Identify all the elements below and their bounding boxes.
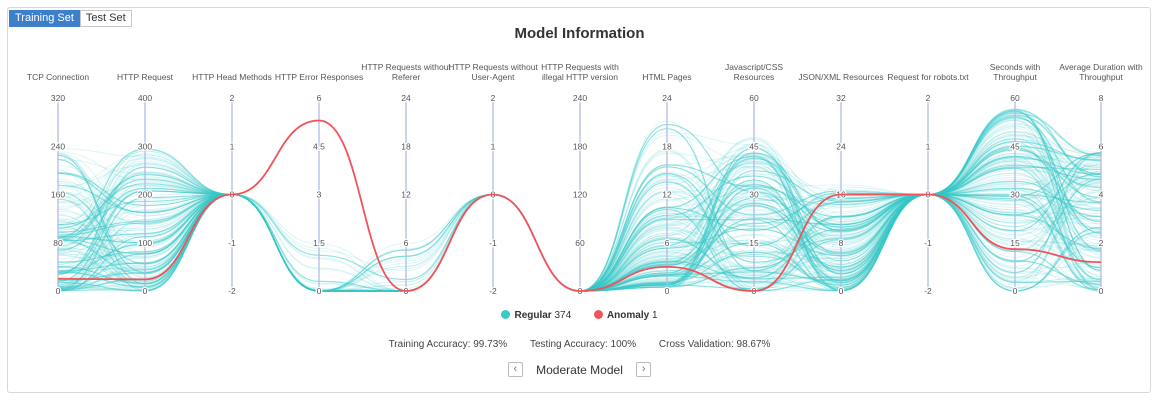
tick-label: 24: [401, 93, 411, 103]
tick-label: 320: [51, 93, 65, 103]
tick-label: -1: [489, 238, 497, 248]
legend: Regular 374 Anomaly 1: [0, 310, 1159, 321]
chart-title: Model Information: [514, 25, 645, 42]
tick-label: 18: [401, 141, 411, 151]
dataset-tabs: Training Set Test Set: [9, 10, 132, 27]
chevron-right-icon: ›: [641, 363, 646, 376]
axis-label: HTTP Error Responses: [274, 72, 364, 82]
tick-label: 0: [1099, 286, 1104, 296]
tick-label: 80: [53, 238, 63, 248]
prev-model-button[interactable]: ‹: [507, 362, 523, 378]
accuracy-stats: Training Accuracy: 99.73% Testing Accura…: [0, 339, 1159, 350]
chevron-left-icon: ‹: [513, 363, 518, 376]
tick-label: 60: [749, 93, 759, 103]
tick-label: 4: [1099, 190, 1104, 200]
tick-label: 30: [1010, 190, 1020, 200]
axes: 3202401608004003002001000210-1-264.531.5…: [50, 92, 1105, 298]
tick-label: 2: [230, 93, 235, 103]
tick-label: 1.5: [313, 238, 325, 248]
legend-regular-label: Regular: [514, 310, 552, 321]
tick-label: 15: [1010, 238, 1020, 248]
axis-label: Seconds with Throughput: [989, 62, 1041, 82]
tick-label: -1: [228, 238, 236, 248]
tick-label: 0: [56, 286, 61, 296]
model-navigator: ‹ Moderate Model ›: [0, 362, 1159, 378]
tick-label: 200: [138, 190, 152, 200]
regular-dot-icon: [501, 310, 511, 319]
model-label: Moderate Model: [536, 362, 623, 377]
tick-label: 18: [662, 141, 672, 151]
tick-label: 6: [1099, 141, 1104, 151]
tick-label: 100: [138, 238, 152, 248]
tick-label: 240: [51, 141, 65, 151]
tick-label: 1: [491, 141, 496, 151]
tick-label: 8: [1099, 93, 1104, 103]
tick-label: 0: [839, 286, 844, 296]
tick-label: 32: [836, 93, 846, 103]
testing-accuracy: Testing Accuracy: 100%: [529, 339, 637, 350]
tick-label: 240: [573, 93, 587, 103]
tick-label: 0: [143, 286, 148, 296]
tick-label: 60: [1010, 93, 1020, 103]
tick-label: 45: [749, 141, 759, 151]
tick-label: 2: [491, 93, 496, 103]
axis-label: TCP Connection: [26, 72, 90, 82]
tick-label: -2: [489, 286, 497, 296]
training-accuracy: Training Accuracy: 99.73%: [388, 339, 508, 350]
tick-label: -2: [228, 286, 236, 296]
tick-label: 24: [836, 141, 846, 151]
tick-label: 4.5: [313, 141, 325, 151]
tick-label: 60: [575, 238, 585, 248]
axis-label: HTTP Head Methods: [192, 72, 272, 82]
tick-label: 180: [573, 141, 587, 151]
axis-label: HTTP Requests with illegal HTTP version: [541, 62, 619, 82]
legend-regular-count: 374: [554, 310, 572, 321]
tick-label: 300: [138, 141, 152, 151]
tick-label: 0: [1013, 286, 1018, 296]
tick-label: 1: [926, 141, 931, 151]
axis-label: JSON/XML Resources: [798, 72, 884, 82]
tick-label: 2: [926, 93, 931, 103]
next-model-button[interactable]: ›: [636, 362, 652, 378]
tick-label: 45: [1010, 141, 1020, 151]
anomaly-lines: [57, 119, 1102, 292]
tick-label: -2: [924, 286, 932, 296]
tick-label: 400: [138, 93, 152, 103]
cross-validation: Cross Validation: 98.67%: [658, 339, 771, 350]
tick-label: 120: [573, 190, 587, 200]
tick-label: 12: [662, 190, 672, 200]
tick-label: 3: [317, 190, 322, 200]
tick-label: 24: [662, 93, 672, 103]
tab-test-set[interactable]: Test Set: [79, 10, 132, 27]
legend-anomaly-label: Anomaly: [606, 310, 650, 321]
tick-label: 6: [317, 93, 322, 103]
tick-label: 2: [1099, 238, 1104, 248]
legend-item-anomaly[interactable]: Anomaly 1: [593, 310, 658, 321]
tick-label: 1: [230, 141, 235, 151]
axis-label: Request for robots.txt: [887, 72, 969, 82]
tick-label: 15: [749, 238, 759, 248]
tab-training-set[interactable]: Training Set: [9, 10, 80, 27]
tick-label: 6: [665, 238, 670, 248]
anomaly-dot-icon: [593, 310, 603, 319]
axis-label: HTTP Request: [116, 72, 174, 82]
tick-label: 12: [401, 190, 411, 200]
tick-label: 0: [317, 286, 322, 296]
axis-label: Average Duration with Throughput: [1059, 62, 1143, 82]
tick-label: 160: [51, 190, 65, 200]
legend-item-regular[interactable]: Regular 374: [501, 310, 571, 321]
tick-label: -1: [924, 238, 932, 248]
axis-label: HTTP Requests without Referer: [361, 62, 451, 82]
legend-anomaly-count: 1: [651, 310, 658, 321]
axis-label: Javascript/CSS Resources: [724, 62, 784, 82]
axis-label: HTTP Requests without User-Agent: [448, 62, 538, 82]
tick-label: 8: [839, 238, 844, 248]
tick-label: 6: [404, 238, 409, 248]
tick-label: 0: [665, 286, 670, 296]
anomaly-line: [57, 119, 1102, 292]
axis-label: HTML Pages: [642, 72, 692, 82]
tick-label: 30: [749, 190, 759, 200]
